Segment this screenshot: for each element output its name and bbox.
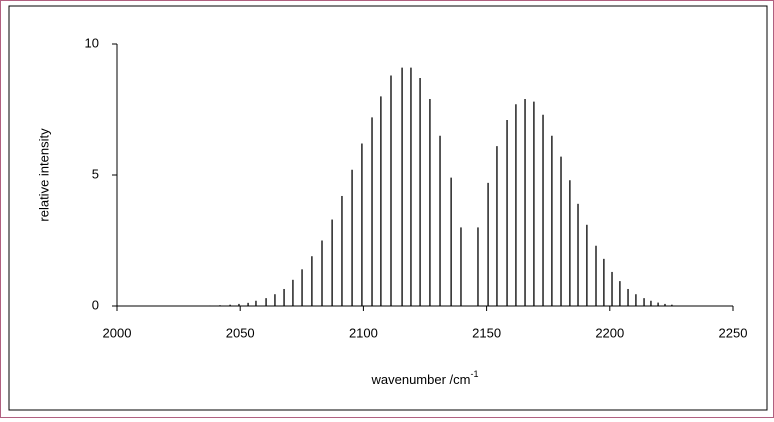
x-tick-label: 2150	[472, 325, 501, 340]
y-axis-label: relative intensity	[36, 128, 51, 222]
y-tick-label: 10	[85, 35, 99, 50]
x-tick-label: 2050	[226, 325, 255, 340]
y-tick-label: 0	[92, 297, 99, 312]
x-tick-label: 2200	[595, 325, 624, 340]
x-tick-label: 2250	[719, 325, 748, 340]
x-tick-label: 2000	[103, 325, 132, 340]
x-axis-label-superscript: -1	[470, 369, 478, 379]
y-tick-label: 5	[92, 166, 99, 181]
x-tick-label: 2100	[349, 325, 378, 340]
x-axis-label: wavenumber /cm-1	[371, 369, 479, 387]
x-axis-label-text: wavenumber /cm	[371, 372, 471, 387]
chart-border	[8, 5, 768, 411]
